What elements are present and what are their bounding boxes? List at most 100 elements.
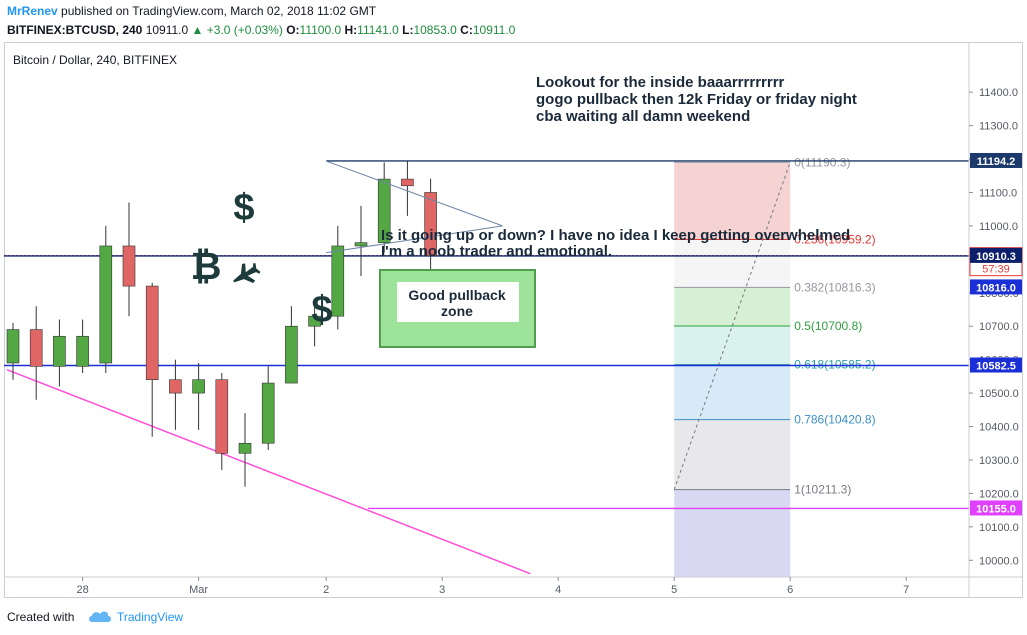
candle-body[interactable] [6,329,20,364]
price-badge-text: 10582.5 [976,361,1016,373]
candle-body[interactable] [424,192,437,256]
time-axis-label: 7 [903,584,909,596]
fib-zone [674,364,791,420]
price-change: +3.0 (+0.03%) [206,23,283,37]
price-badge[interactable] [970,152,1022,168]
tradingview-cloud-icon [89,611,111,622]
fib-zone [674,489,791,577]
price-axis-label: 10000.0 [979,555,1019,567]
price-badge[interactable] [970,357,1022,373]
publish-line: MrRenev published on TradingView.com, Ma… [7,4,376,18]
fib-level-label: 1(10211.3) [794,483,851,497]
price-badge-text: 10155.0 [976,503,1016,515]
candle-body[interactable] [99,245,113,364]
note-top-line: cba waiting all damn weekend [536,108,750,125]
candle-body[interactable] [145,285,159,381]
time-axis-label: 2 [323,584,329,596]
open-value: 11100.0 [299,23,342,37]
price-badge[interactable] [970,247,1022,263]
last-price: 10911.0 [145,23,189,37]
candle-body[interactable] [215,379,229,454]
price-axis-label: 10500.0 [979,388,1019,400]
fib-level-label: 0(11190.3) [794,155,850,169]
published-text: published on TradingView.com, March 02, … [61,4,377,18]
candle-body[interactable] [401,178,414,187]
fib-level-label: 0.5(10700.8) [794,319,862,333]
fib-level-label: 0.618(10585.2) [794,358,875,372]
candle-body[interactable] [76,335,89,367]
time-axis-label: 3 [439,584,445,596]
candle-body[interactable] [169,379,182,394]
time-axis-label: 5 [671,584,677,596]
price-axis-label: 10700.0 [979,321,1019,333]
time-axis-label: 6 [787,584,793,596]
price-axis-label: 10200.0 [979,488,1019,500]
price-badge-text: 10910.3 [976,251,1016,263]
dollar-sign-icon: $ [311,289,332,331]
pullback-label-text: zone [441,303,473,319]
change-arrow-icon: ▲ [191,23,204,37]
chart-footer: Created with TradingView [0,598,1027,635]
close-value: 10911.0 [472,23,516,37]
chart-header: MrRenev published on TradingView.com, Ma… [0,0,1027,42]
candle-body[interactable] [261,382,275,444]
pullback-label-text: Good pullback [408,287,505,303]
candle-body[interactable] [285,325,298,384]
high-label: H: [344,23,358,37]
fib-level-label: 0.236(10959.2) [794,233,875,247]
airplane-icon [233,263,261,284]
candle-body[interactable] [331,245,345,317]
close-label: C: [460,23,473,37]
price-badge[interactable] [970,279,1022,295]
fib-level-label: 0.382(10816.3) [794,280,875,294]
note-mid-line: I'm a noob trader and emotional. [381,243,612,260]
price-axis-label: 11300.0 [979,121,1018,133]
price-axis-label: 10100.0 [979,522,1019,534]
price-axis-label: 11400.0 [979,87,1018,99]
candle-body[interactable] [29,329,43,367]
price-chart[interactable]: 0(11190.3) 0.236(10959.2) 0.382(10816.3) 0.… [4,42,1023,598]
note-top-line: gogo pullback then 12k Friday or friday … [536,91,857,108]
created-with-text: Created with [7,610,75,624]
price-badge-text: 10816.0 [976,282,1016,294]
time-axis-label: Mar [189,584,208,596]
candle-body[interactable] [238,442,252,454]
note-top-line: Lookout for the inside baaarrrrrrrrr [536,74,785,91]
dollar-sign-icon: $ [233,187,254,229]
bitcoin-icon: ₿ [191,246,222,288]
candle-body[interactable] [308,315,321,327]
countdown-text: 57:39 [982,264,1010,276]
price-axis-label: 11000.0 [979,221,1018,233]
fib-zone [674,162,791,240]
symbol-text: BITFINEX:BTCUSD, 240 [7,23,143,37]
price-badge-text: 11194.2 [977,156,1016,168]
pullback-label-bg [397,282,519,322]
candle-body[interactable] [377,178,391,243]
low-label: L: [402,23,414,37]
candle-body[interactable] [122,245,136,287]
open-label: O: [286,23,300,37]
time-axis-label: 28 [76,584,88,596]
price-badge[interactable] [970,500,1022,516]
candle-body[interactable] [192,379,205,394]
candle-body[interactable] [53,335,66,367]
fib-zone [674,287,791,326]
author-link[interactable]: MrRenev [7,4,58,18]
fib-zone [674,419,791,490]
fib-trend-line[interactable] [673,162,791,490]
price-axis-label: 10300.0 [979,455,1019,467]
descending-trendline[interactable] [6,368,531,575]
note-mid-line: Is it going up or down? I have no idea I… [381,227,850,244]
low-value: 10853.0 [413,23,457,37]
tradingview-brand-link[interactable]: TradingView [117,610,184,624]
candle-body[interactable] [354,242,368,247]
price-axis-label: 10400.0 [979,422,1019,434]
fib-level-label: 0.786(10420.8) [794,413,875,427]
fib-zone [674,239,791,288]
chart-title: Bitcoin / Dollar, 240, BITFINEX [13,53,177,67]
fib-zone [674,325,791,365]
price-axis-label: 11100.0 [979,187,1017,199]
triangle-pattern[interactable] [326,160,503,254]
time-axis-label: 4 [555,584,561,596]
ohlc-line: BITFINEX:BTCUSD, 240 10911.0 ▲ +3.0 (+0.… [7,23,515,37]
